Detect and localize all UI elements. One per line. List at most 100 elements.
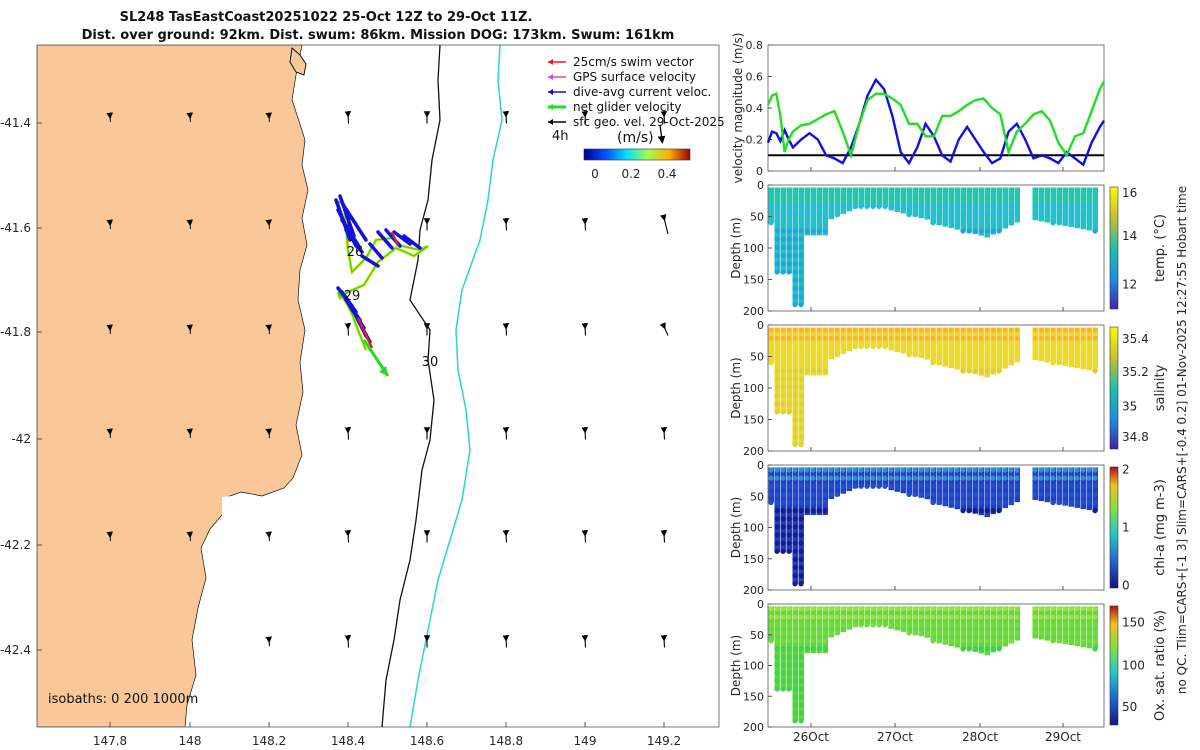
section-sample bbox=[828, 327, 834, 333]
section-sample bbox=[798, 524, 804, 530]
depth-tick-label: 100 bbox=[743, 382, 764, 395]
section-sample bbox=[1080, 630, 1086, 636]
section-sample bbox=[774, 401, 780, 407]
section-colorbar-tick: 0 bbox=[1122, 579, 1130, 593]
section-sample bbox=[960, 467, 966, 473]
section-sample bbox=[1080, 622, 1086, 628]
section-sample bbox=[942, 360, 948, 366]
section-sample bbox=[960, 220, 966, 226]
section-profile bbox=[924, 187, 930, 220]
section-sample bbox=[1008, 622, 1014, 628]
section-sample bbox=[792, 285, 798, 291]
section-sample bbox=[894, 203, 900, 210]
section-sample bbox=[1092, 360, 1098, 366]
section-sample bbox=[858, 203, 864, 210]
section-sample bbox=[792, 467, 798, 473]
section-profile bbox=[918, 467, 924, 498]
section-sample bbox=[966, 203, 972, 210]
section-profile bbox=[990, 467, 996, 515]
section-sample bbox=[966, 360, 972, 366]
section-sample bbox=[1032, 614, 1038, 620]
section-sample bbox=[990, 195, 996, 201]
section-sample bbox=[792, 646, 798, 652]
sfc-velocity-arrow bbox=[106, 219, 114, 230]
section-sample bbox=[804, 195, 810, 201]
section-sample bbox=[918, 352, 924, 358]
section-sample bbox=[1062, 335, 1068, 341]
section-sample bbox=[780, 401, 786, 407]
section-sample bbox=[768, 212, 774, 218]
section-sample bbox=[996, 220, 1002, 226]
section-sample bbox=[990, 646, 996, 652]
section-sample bbox=[804, 360, 810, 366]
section-sample bbox=[768, 187, 774, 193]
section-sample bbox=[768, 475, 774, 481]
section-sample bbox=[774, 491, 780, 497]
section-sample bbox=[1038, 467, 1044, 473]
section-sample bbox=[1080, 327, 1086, 333]
section-sample bbox=[1008, 203, 1014, 210]
section-sample bbox=[930, 352, 936, 358]
section-sample bbox=[786, 516, 792, 522]
section-sample bbox=[900, 483, 906, 489]
section-sample bbox=[1008, 187, 1014, 193]
section-sample bbox=[978, 475, 984, 481]
section-sample bbox=[1038, 203, 1044, 210]
section-sample bbox=[894, 327, 900, 333]
section-sample bbox=[960, 203, 966, 210]
section-profile bbox=[906, 187, 912, 215]
section-sample bbox=[966, 368, 972, 374]
section-sample bbox=[954, 499, 960, 506]
section-sample bbox=[990, 491, 996, 497]
section-sample bbox=[936, 475, 942, 481]
section-sample bbox=[942, 467, 948, 473]
section-sample bbox=[900, 622, 906, 628]
section-sample bbox=[792, 244, 798, 250]
section-sample bbox=[822, 360, 828, 366]
section-colorbar-tick: 100 bbox=[1122, 659, 1145, 673]
section-sample bbox=[852, 467, 858, 473]
section-sample bbox=[786, 662, 792, 668]
section-sample bbox=[1014, 614, 1020, 620]
section-ylabel: Depth (m) bbox=[729, 635, 743, 696]
section-sample bbox=[810, 187, 816, 193]
section-sample bbox=[774, 376, 780, 382]
section-profile bbox=[990, 187, 996, 235]
section-sample bbox=[834, 606, 840, 612]
section-sample bbox=[816, 360, 822, 366]
section-sample bbox=[852, 203, 858, 210]
section-profile bbox=[804, 327, 810, 376]
section-sample bbox=[798, 638, 804, 644]
section-sample bbox=[846, 203, 852, 210]
section-sample bbox=[948, 638, 954, 644]
section-sample bbox=[792, 376, 798, 382]
section-sample bbox=[1014, 203, 1020, 210]
section-sample bbox=[810, 483, 816, 489]
section-sample bbox=[912, 614, 918, 620]
legend-swatch-head bbox=[548, 104, 553, 110]
section-sample bbox=[792, 532, 798, 538]
section-sample bbox=[918, 630, 924, 636]
section-sample bbox=[882, 467, 888, 473]
section-sample bbox=[774, 508, 780, 514]
section-sample bbox=[774, 343, 780, 350]
section-sample bbox=[1092, 352, 1098, 358]
section-sample bbox=[798, 352, 804, 358]
section-sample bbox=[942, 638, 948, 644]
section-sample bbox=[798, 499, 804, 506]
section-profile bbox=[960, 327, 966, 372]
section-sample bbox=[774, 384, 780, 390]
section-sample bbox=[954, 630, 960, 636]
section-sample bbox=[1044, 335, 1050, 341]
sfc-velocity-arrow bbox=[106, 112, 114, 123]
section-sample bbox=[960, 606, 966, 612]
section-sample bbox=[864, 614, 870, 620]
depth-tick-label: 50 bbox=[750, 629, 764, 642]
section-sample bbox=[936, 483, 942, 489]
section-sample bbox=[888, 187, 894, 193]
section-sample bbox=[918, 467, 924, 473]
section-sample bbox=[852, 622, 858, 628]
section-sample bbox=[930, 475, 936, 481]
section-sample bbox=[1068, 475, 1074, 481]
section-sample bbox=[1086, 327, 1092, 333]
